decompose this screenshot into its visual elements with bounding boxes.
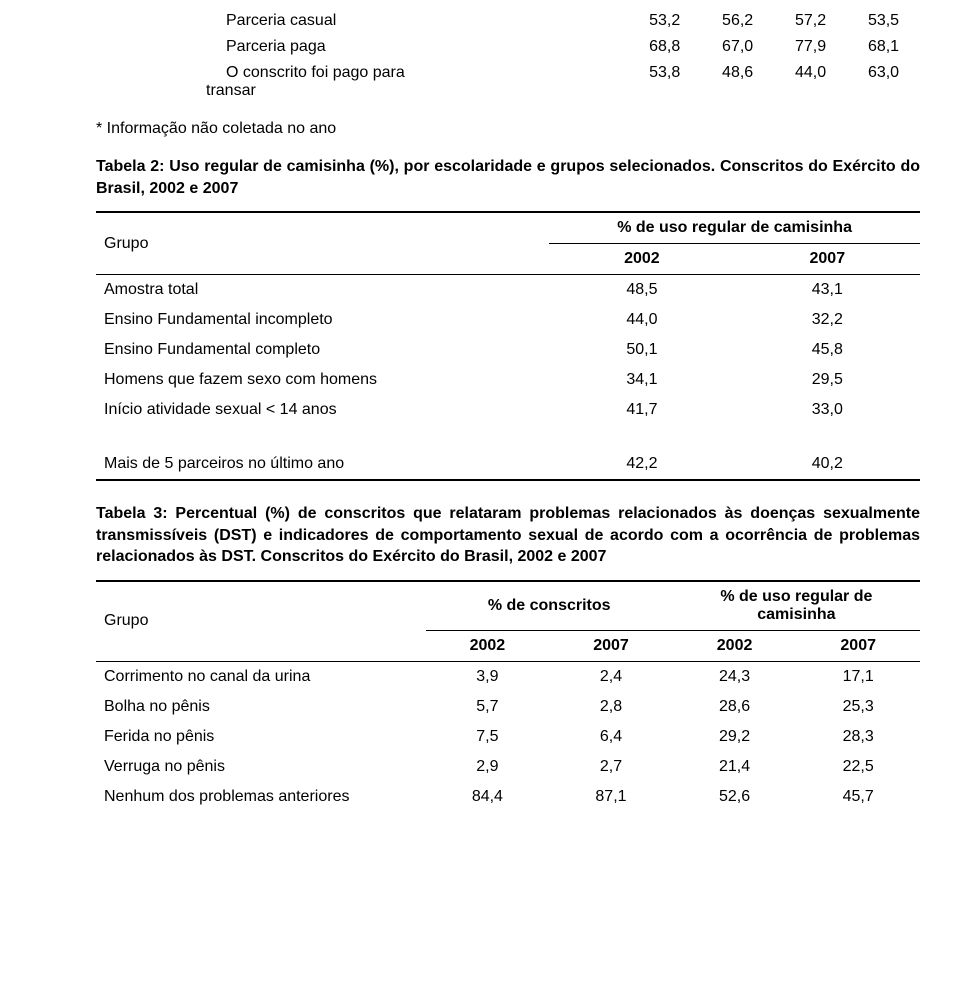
table2-row-value: 41,7	[549, 395, 734, 425]
table2-row-label: Ensino Fundamental completo	[96, 335, 549, 365]
table3-row-label: Ferida no pênis	[96, 722, 426, 752]
table2-last-row-label: Mais de 5 parceiros no último ano	[96, 449, 549, 480]
table3: Grupo % de conscritos % de uso regular d…	[96, 580, 920, 812]
footnote-text: * Informação não coletada no ano	[96, 120, 920, 138]
table2-row-value: 32,2	[735, 305, 920, 335]
table2-row-value: 33,0	[735, 395, 920, 425]
table2-row-label: Homens que fazem sexo com homens	[96, 365, 549, 395]
table3-row-value: 25,3	[796, 692, 920, 722]
table2-year-1: 2007	[735, 244, 920, 275]
table2-metric-header: % de uso regular de camisinha	[549, 212, 920, 244]
table3-year-2: 2002	[673, 630, 797, 661]
table2-caption: Tabela 2: Uso regular de camisinha (%), …	[96, 156, 920, 199]
table3-row-value: 21,4	[673, 752, 797, 782]
table3-row-value: 29,2	[673, 722, 797, 752]
top-row-label: Parceria paga	[96, 34, 628, 60]
table3-row-value: 28,6	[673, 692, 797, 722]
table2-row-value: 44,0	[549, 305, 734, 335]
table2: Grupo % de uso regular de camisinha 2002…	[96, 211, 920, 481]
table2-row-value: 29,5	[735, 365, 920, 395]
table2-row-label: Amostra total	[96, 275, 549, 306]
table2-group-header: Grupo	[96, 212, 549, 275]
table3-row-value: 2,9	[426, 752, 550, 782]
top-row-value: 63,0	[847, 60, 920, 104]
table3-row-value: 2,7	[549, 752, 673, 782]
top-row-value: 68,8	[628, 34, 701, 60]
table3-row-value: 3,9	[426, 661, 550, 692]
table2-row-label: Início atividade sexual < 14 anos	[96, 395, 549, 425]
top-row-label: Parceria casual	[96, 8, 628, 34]
top-row-value: 68,1	[847, 34, 920, 60]
table2-year-0: 2002	[549, 244, 734, 275]
top-row-value: 48,6	[701, 60, 774, 104]
top-row-value: 67,0	[701, 34, 774, 60]
table3-group-header: Grupo	[96, 581, 426, 662]
top-row-value: 57,2	[774, 8, 847, 34]
table2-row-value: 50,1	[549, 335, 734, 365]
table2-row-value: 48,5	[549, 275, 734, 306]
top-row-value: 53,8	[628, 60, 701, 104]
table2-last-row-value: 40,2	[735, 449, 920, 480]
table3-row-value: 45,7	[796, 782, 920, 812]
table3-year-0: 2002	[426, 630, 550, 661]
table3-row-label: Bolha no pênis	[96, 692, 426, 722]
table3-metric1-header: % de conscritos	[426, 581, 673, 631]
table3-row-label: Corrimento no canal da urina	[96, 661, 426, 692]
table3-row-value: 2,8	[549, 692, 673, 722]
table2-last-row-value: 42,2	[549, 449, 734, 480]
table3-row-value: 5,7	[426, 692, 550, 722]
table3-year-1: 2007	[549, 630, 673, 661]
table3-row-value: 17,1	[796, 661, 920, 692]
top-fragment-table: Parceria casual53,256,257,253,5 Parceria …	[96, 8, 920, 104]
table3-row-value: 7,5	[426, 722, 550, 752]
top-row-value: 53,5	[847, 8, 920, 34]
table3-year-3: 2007	[796, 630, 920, 661]
top-row-value: 53,2	[628, 8, 701, 34]
table2-row-value: 45,8	[735, 335, 920, 365]
table3-row-value: 52,6	[673, 782, 797, 812]
table3-row-value: 87,1	[549, 782, 673, 812]
table3-row-label: Verruga no pênis	[96, 752, 426, 782]
table3-row-value: 6,4	[549, 722, 673, 752]
top-row-value: 44,0	[774, 60, 847, 104]
table3-caption: Tabela 3: Percentual (%) de conscritos q…	[96, 503, 920, 568]
table3-row-value: 24,3	[673, 661, 797, 692]
table3-row-value: 22,5	[796, 752, 920, 782]
table2-row-value: 34,1	[549, 365, 734, 395]
table3-row-value: 84,4	[426, 782, 550, 812]
table3-metric2-header: % de uso regular de camisinha	[673, 581, 920, 631]
top-row-value: 77,9	[774, 34, 847, 60]
table2-row-value: 43,1	[735, 275, 920, 306]
table2-row-label: Ensino Fundamental incompleto	[96, 305, 549, 335]
top-row-label: O conscrito foi pago paratransar	[96, 60, 628, 104]
table3-row-value: 2,4	[549, 661, 673, 692]
top-row-value: 56,2	[701, 8, 774, 34]
table3-row-label: Nenhum dos problemas anteriores	[96, 782, 426, 812]
table3-row-value: 28,3	[796, 722, 920, 752]
